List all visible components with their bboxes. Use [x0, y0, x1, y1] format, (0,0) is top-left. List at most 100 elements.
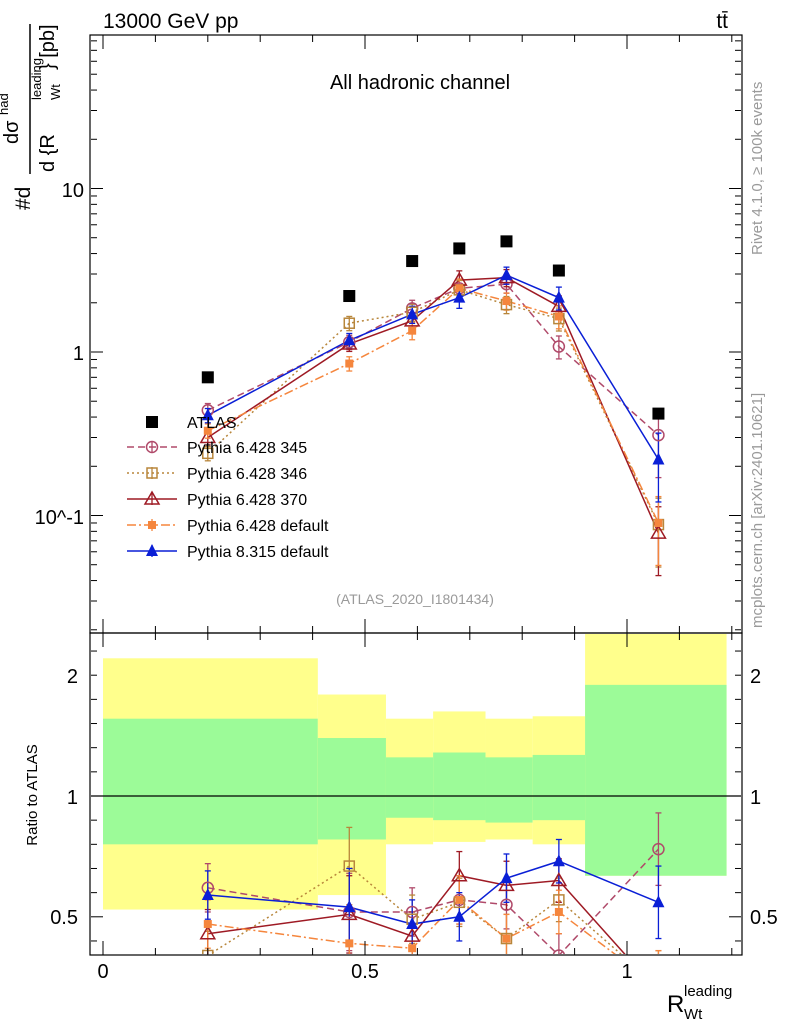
ratio-y-tick-1-right: 1: [750, 787, 761, 809]
ylabel-part-g: } [pb]: [37, 24, 59, 70]
ratio-point-s3-p0: [203, 920, 212, 929]
legend-symbol-0: [146, 416, 158, 428]
main-markers: [199, 235, 667, 539]
legend-entry-atlas: ATLAS: [146, 415, 237, 432]
energy-label: 13000 GeV pp: [103, 10, 238, 33]
ratio-point-s3-p5: [554, 907, 563, 916]
y-tick-label-0p1: 10^-1: [35, 507, 84, 529]
legend-label-pythia6-346: Pythia 6.428 346: [187, 466, 307, 483]
legend-entry-pythia6-346: Pythia 6.428 346: [127, 466, 307, 483]
legend-symbol-2: [127, 467, 177, 479]
ratio-band-green-0: [103, 718, 318, 845]
main-point-s0-p3: [453, 242, 466, 255]
main-point-s5-p3: [453, 290, 466, 303]
main-point-s5-p0: [201, 408, 214, 421]
legend-marker-3: [143, 490, 161, 505]
legend-symbol-1: [127, 440, 177, 454]
main-point-s4-p2: [408, 326, 417, 335]
ratio-point-s2-p4: [498, 876, 515, 892]
main-point-s4-p1: [345, 359, 354, 368]
y-tick-label-10: 10: [62, 180, 84, 202]
ratio-plot: Ratio to ATLAS 2 1 0.5 2 1 0.5 0 0.5 1 R…: [24, 632, 778, 1023]
ratio-point-s4-p0: [201, 888, 214, 901]
ratio-plot-frame: [89, 632, 743, 956]
main-y-tick-labels: 10 1 10^-1: [35, 180, 84, 529]
main-point-s0-p6: [652, 407, 665, 420]
mcplots-source-label: mcplots.cern.ch [arXiv:2401.10621]: [749, 393, 766, 628]
legend: ATLAS Pythia 6.428 345 Pythia 6.428 346 …: [127, 415, 329, 561]
legend-symbol-4: [127, 519, 177, 531]
legend-marker-4: [148, 521, 156, 529]
analysis-watermark: (ATLAS_2020_I1801434): [336, 591, 494, 607]
main-y-axis-label: #d dσ had d {R leading Wt } [pb]: [0, 24, 63, 210]
main-line-series-4: [207, 287, 660, 524]
ratio-point-s3-p2: [408, 944, 417, 953]
legend-entry-pythia6-default: Pythia 6.428 default: [127, 518, 329, 535]
main-point-s1-p5: [552, 340, 566, 353]
legend-marker-5: [146, 544, 158, 556]
ylabel-part-a: #d: [12, 187, 35, 210]
ratio-point-s3-p3: [455, 895, 464, 904]
ratio-band-green-2: [385, 757, 434, 818]
main-line-series-2: [207, 289, 660, 525]
ylabel-part-c: had: [0, 93, 11, 115]
main-point-s0-p0: [201, 371, 214, 384]
x-tick-label-1: 1: [621, 961, 632, 983]
ylabel-part-e: leading: [29, 58, 44, 100]
main-point-s0-p5: [552, 264, 565, 277]
ylabel-part-f: Wt: [48, 84, 63, 100]
main-point-s4-p5: [554, 312, 563, 321]
main-point-s5-p5: [552, 290, 565, 303]
legend-entry-pythia6-370: Pythia 6.428 370: [127, 490, 307, 509]
process-label: tt̄: [716, 10, 728, 33]
ratio-point-s3-p1: [345, 939, 354, 948]
legend-symbol-3: [127, 490, 177, 505]
ratio-y-tick-0p5-left: 0.5: [50, 907, 78, 929]
ratio-point-s0-p4: [500, 898, 513, 911]
ratio-point-s2-p1: [340, 905, 358, 921]
ratio-point-s4-p6: [652, 895, 665, 908]
main-point-s0-p1: [343, 290, 356, 303]
ratio-y-tick-1-left: 1: [67, 787, 78, 809]
y-tick-label-1: 1: [73, 343, 84, 365]
legend-label-pythia6-370: Pythia 6.428 370: [187, 492, 307, 509]
ratio-axis-ticks: [91, 633, 741, 955]
ratio-point-s1-p1: [343, 860, 356, 872]
ratio-point-s3-p4: [502, 934, 511, 943]
legend-symbol-5: [127, 544, 177, 557]
legend-marker-2: [146, 467, 158, 479]
ratio-point-s1-p5: [553, 894, 565, 906]
ratio-band-green-4: [485, 757, 533, 823]
main-point-s3-p6: [650, 524, 667, 539]
x-tick-label-0p5: 0.5: [351, 961, 379, 983]
ratio-point-s3-p6: [654, 983, 662, 991]
main-point-s4-p3: [455, 284, 464, 293]
ratio-band-green-5: [532, 754, 586, 821]
ratio-point-s2-p6: [651, 985, 665, 997]
main-axis-ticks: [91, 35, 741, 633]
ratio-y-tick-2-left: 2: [67, 666, 78, 688]
ratio-point-s2-p3: [451, 867, 468, 882]
ratio-point-s1-p4: [500, 932, 513, 945]
main-point-s5-p2: [406, 307, 419, 320]
main-point-s5-p1: [343, 333, 356, 346]
ratio-point-s4-p1: [343, 900, 356, 913]
legend-label-pythia6-default: Pythia 6.428 default: [187, 518, 329, 535]
main-point-s4-p4: [502, 297, 511, 306]
legend-entry-pythia6-345: Pythia 6.428 345: [127, 440, 307, 457]
main-point-s4-p0: [203, 426, 212, 435]
legend-marker-1: [145, 440, 159, 454]
xlabel-superscript: leading: [684, 983, 732, 1000]
xlabel-main: R: [667, 991, 684, 1018]
ratio-point-s2-p5: [550, 872, 568, 887]
main-point-s0-p4: [500, 235, 513, 248]
ylabel-part-d: d {R: [37, 134, 59, 172]
ratio-y-tick-0p5-right: 0.5: [750, 907, 778, 929]
legend-label-pythia8-default: Pythia 8.315 default: [187, 544, 329, 561]
x-axis-label: R leading Wt: [667, 983, 732, 1023]
main-point-s0-p2: [406, 255, 419, 268]
main-point-s2-p1: [343, 317, 356, 329]
xlabel-subscript: Wt: [684, 1006, 703, 1023]
ratio-point-s2-p0: [199, 925, 217, 940]
